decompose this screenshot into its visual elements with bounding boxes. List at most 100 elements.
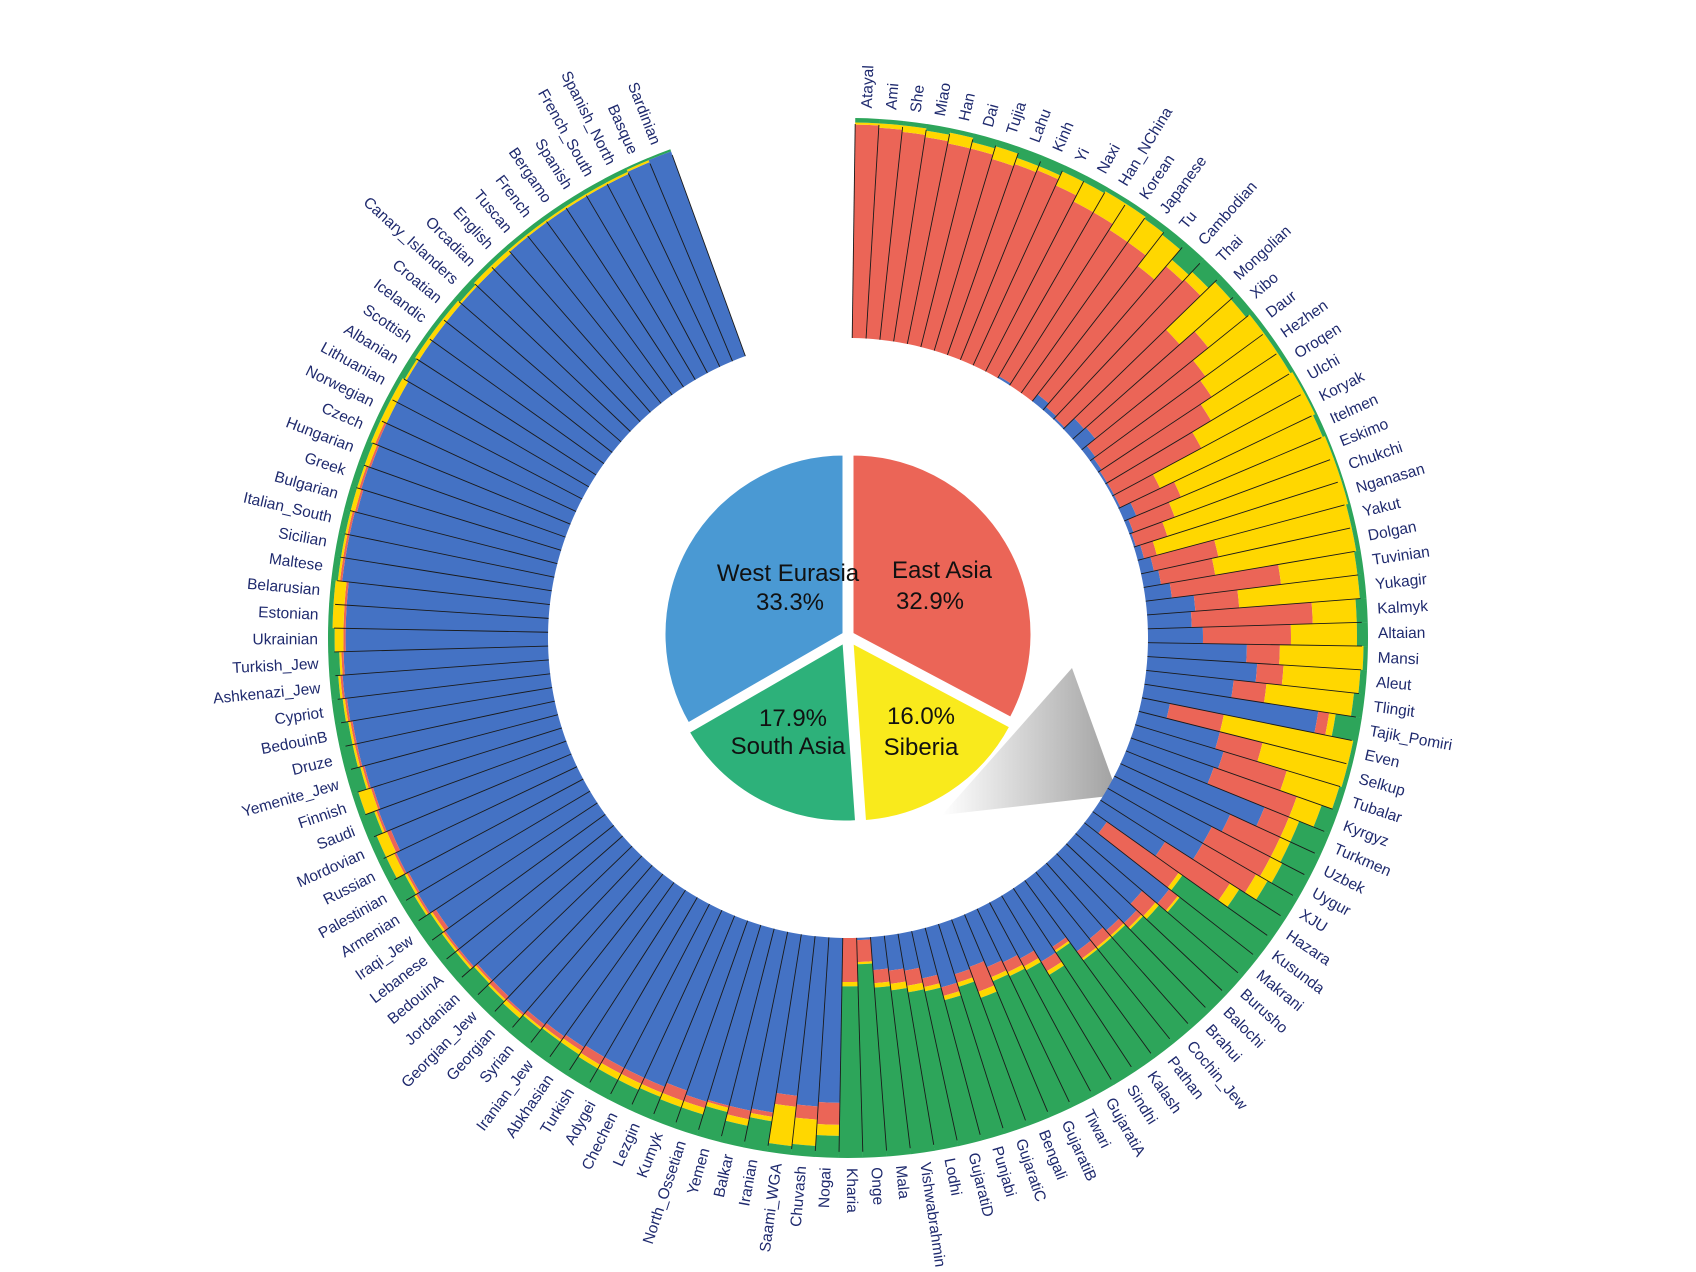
segment-chukchi-siberia [1162, 458, 1342, 537]
segment-czech-siberia [370, 420, 385, 445]
segment-gujaratid-south-asia [924, 987, 982, 1147]
segment-balochi-siberia [1128, 914, 1144, 930]
segment-mongolian-siberia [1165, 281, 1231, 345]
segment-koryak-south-asia [1304, 391, 1318, 415]
pie-label-siberia: Siberia [884, 734, 959, 761]
segment-palestinian-siberia [404, 873, 418, 895]
bar-divider [365, 740, 567, 816]
segment-canary-islanders-south-asia [454, 279, 476, 303]
bar-divider [416, 358, 597, 476]
segment-bergamo-south-asia [543, 203, 566, 221]
bar-orcadian [470, 262, 641, 432]
bar-divider [1146, 669, 1360, 694]
segment-basque-south-asia [625, 158, 649, 170]
segment-lezgin-siberia [639, 1083, 663, 1098]
bar-divider [1140, 527, 1351, 575]
bar-divider [403, 378, 590, 488]
bar-divider [976, 908, 1070, 1103]
segment-nganasan-south-asia [1341, 480, 1351, 505]
segment-vishwabrahmin-siberia [890, 981, 908, 991]
segment-gujaratib-south-asia [992, 974, 1072, 1118]
segment-pathan-west-eurasia [1024, 871, 1091, 952]
bar-divider [431, 813, 606, 941]
segment-miao-siberia [925, 130, 950, 142]
bar-kharia [838, 937, 864, 1158]
segment-burusho-south-asia [1146, 905, 1243, 995]
label-vishwabrahmin: Vishwabrahmin [916, 1161, 948, 1268]
bar-divider [357, 727, 562, 793]
segment-iraqi-jew-west-eurasia [435, 802, 606, 929]
label-xju: XJU [1296, 906, 1330, 936]
bar-belarusian [329, 579, 550, 619]
label-selkup: Selkup [1357, 771, 1407, 800]
label-aleut: Aleut [1375, 674, 1412, 694]
segment-ulchi-south-asia [1292, 370, 1307, 394]
bar-yemenite-jew [345, 714, 562, 794]
bar-divider [349, 510, 558, 565]
segment-georgian-south-asia [490, 1002, 521, 1032]
bar-divider [851, 124, 856, 339]
segment-yakut-south-asia [1346, 503, 1357, 528]
segment-tajik-pomiri-siberia [1325, 712, 1336, 737]
label-chuvash: Chuvash [788, 1165, 810, 1227]
segment-cypriot-west-eurasia [346, 673, 553, 722]
segment-ukrainian-west-eurasia [345, 628, 549, 652]
label-kalmyk: Kalmyk [1377, 598, 1429, 618]
bar-divider [1124, 437, 1322, 522]
segment-basque-west-eurasia [627, 162, 733, 367]
bar-lezgin [629, 910, 736, 1120]
segment-onge-west-eurasia [856, 937, 871, 941]
segment-druze-east-asia [354, 743, 363, 767]
bar-divider [337, 580, 550, 606]
segment-lezgin-west-eurasia [644, 910, 735, 1087]
bar-divider [1097, 353, 1277, 473]
bar-divider [461, 835, 623, 978]
segment-georgian-jew-siberia [487, 983, 506, 1002]
bar-divider [1066, 843, 1223, 991]
segment-aleut-south-asia [1358, 669, 1367, 695]
bar-bergamo [543, 203, 684, 396]
bar-tiwari [977, 902, 1094, 1108]
segment-croatian-west-eurasia [446, 303, 622, 453]
segment-bedouina-west-eurasia [458, 825, 623, 967]
segment-estonian-siberia [332, 604, 345, 629]
segment-saudi-west-eurasia [378, 741, 572, 832]
bar-divider [1020, 217, 1146, 394]
bar-divider [356, 487, 562, 551]
label-mala: Mala [892, 1165, 912, 1200]
segment-georgian-east-asia [505, 998, 525, 1016]
segment-nganasan-siberia [1152, 481, 1349, 556]
segment-adygei-west-eurasia [604, 897, 710, 1069]
bar-divider [631, 910, 723, 1105]
segment-ulchi-siberia [1192, 372, 1305, 449]
segment-norwegian-west-eurasia [386, 402, 583, 512]
bar-yi [972, 165, 1087, 372]
pie-pct-siberia: 16.0% [887, 703, 955, 730]
bar-divider [335, 659, 549, 677]
segment-greek-west-eurasia [361, 466, 566, 551]
segment-english-west-eurasia [493, 253, 651, 422]
segment-selkup-east-asia [1215, 731, 1263, 762]
segment-palestinian-west-eurasia [408, 778, 591, 893]
bar-french-south [583, 178, 708, 381]
segment-punjabi-south-asia [944, 995, 1005, 1141]
bar-divider [494, 855, 643, 1012]
segment-russian-west-eurasia [396, 766, 584, 874]
bar-divider [363, 464, 566, 538]
segment-kalmyk-west-eurasia [1147, 611, 1192, 629]
segment-yakut-west-eurasia [1137, 556, 1154, 574]
segment-korean-east-asia [1009, 229, 1128, 394]
segment-tuvinian-south-asia [1354, 550, 1365, 576]
segment-cambodian-siberia [1166, 259, 1190, 282]
bar-tuscan [505, 231, 662, 413]
bar-makrani [1075, 822, 1258, 977]
segment-syrian-siberia [522, 1013, 543, 1030]
segment-lithuanian-siberia [391, 378, 409, 403]
segment-brahui-siberia [1110, 923, 1126, 938]
segment-tuvinian-east-asia [1169, 564, 1282, 599]
segment-armenian-west-eurasia [417, 791, 598, 913]
bar-divider [856, 937, 864, 1152]
label-yi: Yi [1072, 146, 1093, 165]
ancestry-pie [662, 452, 1034, 824]
